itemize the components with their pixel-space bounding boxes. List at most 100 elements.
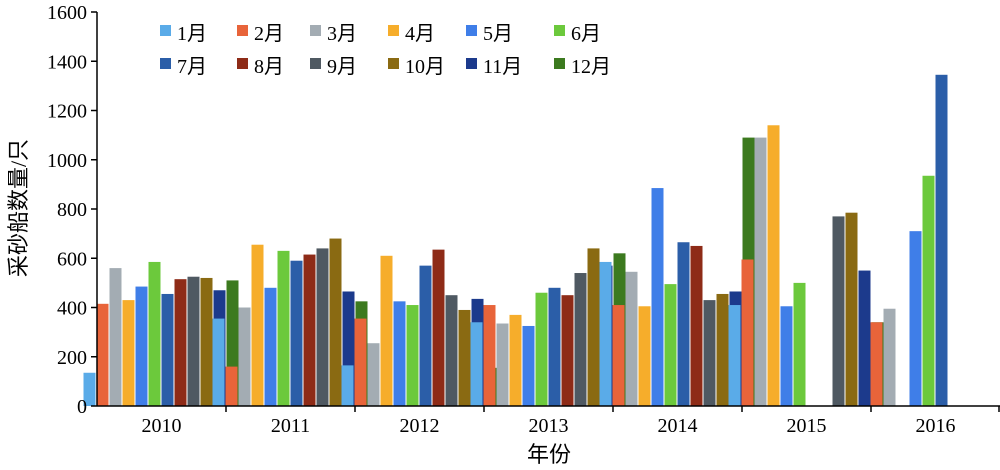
y-tick-label: 400 [57,298,87,320]
bar-2012-2月 [354,318,367,406]
x-tick-label: 2014 [658,415,698,437]
bar-2010-6月 [148,261,161,406]
legend-label: 6月 [571,23,601,45]
bar-2011-9月 [316,248,329,406]
bar-2015-10月 [845,212,858,406]
y-tick-label: 600 [57,248,87,270]
legend-swatch [388,58,399,69]
bar-2012-10月 [458,309,471,406]
bar-2010-4月 [122,300,135,406]
bar-2011-10月 [329,238,342,406]
bar-2010-7月 [161,293,174,406]
bar-2016-7月 [935,74,948,406]
bar-2015-2月 [741,259,754,406]
y-tick-label: 200 [57,347,87,369]
bar-2011-5月 [264,287,277,406]
bar-2012-5月 [393,301,406,406]
legend-label: 7月 [177,56,207,78]
legend-label: 5月 [483,23,513,45]
y-tick-label: 1400 [47,51,87,73]
legend-label: 11月 [483,56,522,78]
bar-2014-7月 [677,242,690,406]
bar-2012-7月 [419,265,432,406]
bar-2013-9月 [574,273,587,406]
x-tick-label: 2015 [787,415,827,437]
x-tick-label: 2013 [529,415,569,437]
y-tick-label: 1600 [47,2,87,24]
legend-label: 9月 [327,56,357,78]
y-tick-label: 0 [77,396,87,418]
bar-2016-3月 [883,308,896,406]
bar-2015-3月 [754,137,767,406]
x-tick-label: 2012 [400,415,440,437]
bar-2010-3月 [109,268,122,406]
x-axis: 2010 2011 2012 2013 2014 2015 2016 [97,405,1000,437]
x-tick-label: 2010 [142,415,182,437]
legend-label: 10月 [405,56,445,78]
bar-2016-2月 [870,322,883,406]
bar-2010-1月 [83,372,96,406]
legend-swatch [237,58,248,69]
bar-2010-9月 [187,276,200,406]
legend-swatch [237,25,248,36]
y-axis: 0 200 400 600 800 1000 1200 1400 1600 [47,2,98,418]
legend-swatch [388,25,399,36]
legend-swatch [160,58,171,69]
bar-2015-4月 [767,125,780,407]
legend-swatch [310,25,321,36]
bar-2012-8月 [432,249,445,406]
legend-swatch [160,25,171,36]
y-tick-label: 1200 [47,101,87,123]
legend-label: 2月 [254,23,284,45]
legend-label: 12月 [571,56,611,78]
bar-2010-8月 [174,279,187,406]
bar-2016-5月 [909,231,922,406]
bar-2015-6月 [793,282,806,407]
y-axis-title: 采砂船数量/只 [6,139,31,277]
legend-label: 8月 [254,56,284,78]
bar-2011-7月 [290,260,303,406]
bar-2014-4月 [638,306,651,406]
bar-2014-10月 [716,293,729,406]
bar-2013-3月 [496,323,509,406]
bar-2012-1月 [341,365,354,406]
bar-2010-2月 [96,303,109,406]
legend-swatch [466,25,477,36]
bar-2013-4月 [509,314,522,406]
bar-2011-1月 [212,318,225,406]
bar-2014-6月 [664,284,677,406]
bar-2013-6月 [535,292,548,406]
bar-2014-9月 [703,300,716,406]
bar-2010-10月 [200,277,213,406]
bar-2013-7月 [548,287,561,406]
x-tick-label: 2016 [916,415,956,437]
legend-label: 4月 [405,23,435,45]
bar-2016-6月 [922,175,935,406]
bar-2011-4月 [251,244,264,406]
bar-2013-8月 [561,295,574,406]
legend-swatch [554,25,565,36]
legend-swatch [466,58,477,69]
x-axis-title: 年份 [527,442,571,467]
bar-2014-2月 [612,305,625,406]
bar-2011-3月 [238,307,251,406]
bar-2012-9月 [445,295,458,406]
bar-2011-8月 [303,254,316,406]
bar-2014-8月 [690,245,703,406]
bars-layer [83,74,948,407]
y-tick-label: 1000 [47,150,87,172]
bar-2012-6月 [406,305,419,406]
legend: 1月 2月 3月 4月 5月 6月 7月 8月 9月 10月 11月 12月 [160,23,611,78]
bar-2014-5月 [651,188,664,406]
bar-2015-5月 [780,306,793,406]
bar-2014-3月 [625,271,638,406]
bar-2013-10月 [587,248,600,406]
bar-2011-6月 [277,250,290,406]
legend-label: 1月 [177,23,207,45]
y-tick-label: 800 [57,199,87,221]
bar-2012-4月 [380,255,393,406]
bar-2013-1月 [470,322,483,406]
legend-label: 3月 [327,23,357,45]
legend-swatch [310,58,321,69]
